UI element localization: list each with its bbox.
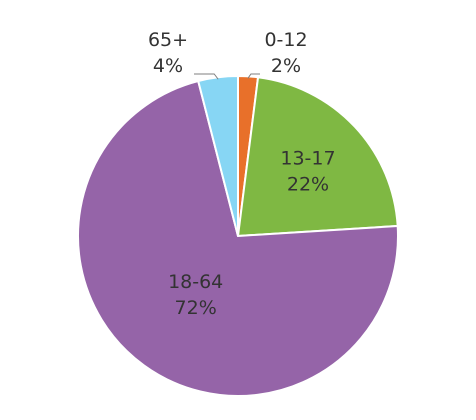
slice-label-65: 65+: [148, 29, 188, 51]
leader-lines-layer: [194, 73, 260, 80]
slice-percent-18-64: 72%: [175, 297, 217, 319]
pie-slice-18-64: [77, 79, 399, 397]
leader-line-0-12: [247, 73, 260, 79]
slice-percent-65: 4%: [153, 55, 183, 77]
slice-label-18-64: 18-64: [168, 271, 223, 293]
slices-layer: [77, 74, 399, 397]
slice-percent-0-12: 2%: [271, 55, 301, 77]
leader-line-65: [194, 73, 219, 80]
pie-slice-65: [196, 74, 239, 237]
labels-layer: 0-12 2% 13-17 22% 18-64 72% 65+ 4%: [148, 29, 336, 319]
slice-percent-13-17: 22%: [287, 173, 329, 195]
slice-label-13-17: 13-17: [280, 147, 335, 169]
slice-label-0-12: 0-12: [264, 29, 307, 51]
pie-slice-13-17: [236, 76, 399, 238]
